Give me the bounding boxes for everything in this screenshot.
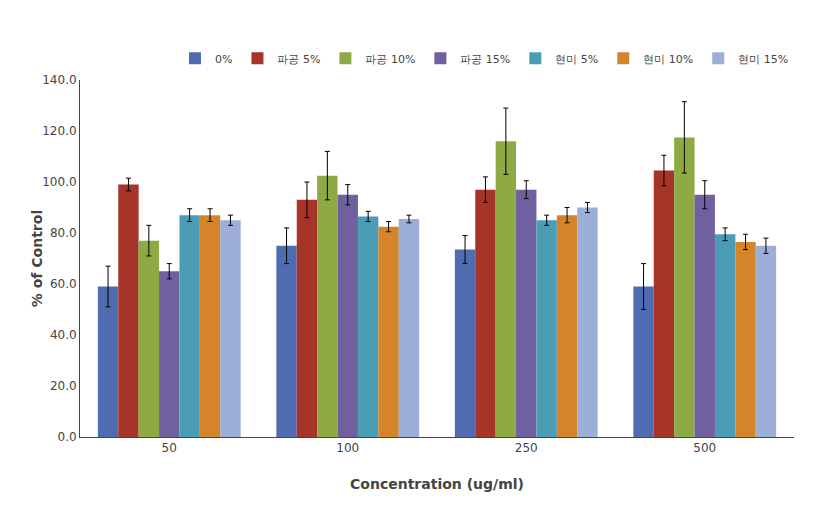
svg-text:현미 15%: 현미 15% (738, 53, 788, 66)
svg-text:60.0: 60.0 (50, 277, 77, 291)
svg-text:120.0: 120.0 (42, 124, 76, 138)
svg-text:Concentration (ug/ml): Concentration (ug/ml) (350, 476, 524, 492)
svg-text:500: 500 (693, 441, 716, 455)
svg-text:파공 5%: 파공 5% (277, 53, 320, 66)
svg-text:80.0: 80.0 (50, 226, 77, 240)
svg-text:140.0: 140.0 (42, 73, 76, 87)
svg-text:100: 100 (336, 441, 359, 455)
svg-text:100.0: 100.0 (42, 175, 76, 189)
svg-text:40.0: 40.0 (50, 328, 77, 342)
svg-text:파공 15%: 파공 15% (460, 53, 510, 66)
svg-text:50: 50 (162, 441, 177, 455)
svg-text:0.0: 0.0 (58, 430, 77, 444)
svg-text:0%: 0% (215, 53, 232, 66)
svg-text:20.0: 20.0 (50, 379, 77, 393)
svg-text:현미 10%: 현미 10% (643, 53, 693, 66)
svg-text:현미 5%: 현미 5% (555, 53, 598, 66)
svg-text:% of Control: % of Control (29, 210, 45, 307)
svg-text:250: 250 (515, 441, 538, 455)
svg-text:파공 10%: 파공 10% (365, 53, 415, 66)
